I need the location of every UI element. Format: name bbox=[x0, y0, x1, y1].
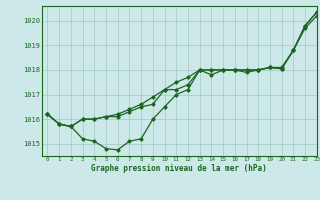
X-axis label: Graphe pression niveau de la mer (hPa): Graphe pression niveau de la mer (hPa) bbox=[91, 164, 267, 173]
